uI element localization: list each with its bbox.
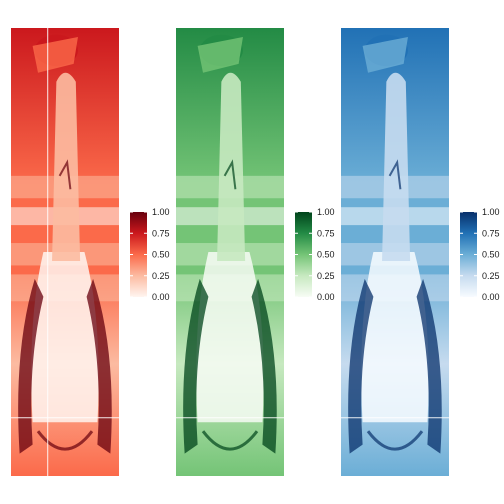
bird-beak <box>197 36 243 73</box>
colorbar-gradient-green <box>295 212 312 297</box>
colorbar-gradient-blue <box>460 212 477 297</box>
colorbar-blue: 1.00 0.75 0.50 0.25 0.00 <box>460 207 500 302</box>
bird-wing-right <box>251 278 277 454</box>
colorbar-tick-label: 0.75 <box>482 228 500 238</box>
colorbar-tick-label: 0.75 <box>317 228 335 238</box>
colorbar-tick-label: 0.25 <box>152 271 170 281</box>
bird-feet <box>201 430 259 451</box>
colorbar-tick-label: 0.25 <box>317 271 335 281</box>
bird-body <box>361 252 429 423</box>
colorbar-tick-label: 0.75 <box>152 228 170 238</box>
neck-marking <box>223 159 237 190</box>
bird-wing-right <box>416 278 442 454</box>
colorbar-tick-label: 1.00 <box>152 207 170 217</box>
bird-beak <box>362 36 408 73</box>
bird-feet <box>366 430 424 451</box>
colorbar-tick-label: 0.50 <box>152 250 170 260</box>
colorbar-tick-label: 0.50 <box>482 250 500 260</box>
bird-neck <box>382 72 411 261</box>
bird-body <box>31 252 99 423</box>
colorbar-tick-label: 0.00 <box>152 292 170 302</box>
neck-marking <box>388 159 402 190</box>
colorbar-tick-label: 0.00 <box>317 292 335 302</box>
colorbar-tick-label: 0.00 <box>482 292 500 302</box>
colorbar-green: 1.00 0.75 0.50 0.25 0.00 <box>295 207 335 302</box>
bird-body <box>196 252 264 423</box>
colorbars: 1.00 0.75 0.50 0.25 0.00 1.00 0.75 0.50 0.25 0.00… <box>130 207 500 302</box>
heatmap-panel-green <box>176 28 284 476</box>
colorbar-tick-label: 1.00 <box>482 207 500 217</box>
colorbar-red: 1.00 0.75 0.50 0.25 0.00 <box>130 207 170 302</box>
heatmap-panel-red <box>11 28 119 476</box>
bird-neck <box>52 72 81 261</box>
bird-wing-left <box>348 278 374 454</box>
heatmap-panel-blue <box>341 28 449 476</box>
colorbar-gradient-red <box>130 212 147 297</box>
colorbar-tick-label: 0.25 <box>482 271 500 281</box>
bird-wing-right <box>86 278 112 454</box>
bird-feet <box>36 430 94 451</box>
heatmap-panels <box>11 28 449 476</box>
bird-wing-left <box>18 278 44 454</box>
bird-wing-left <box>183 278 209 454</box>
bird-beak <box>32 36 78 73</box>
neck-marking <box>58 159 72 190</box>
bird-neck <box>217 72 246 261</box>
colorbar-tick-label: 1.00 <box>317 207 335 217</box>
colorbar-tick-label: 0.50 <box>317 250 335 260</box>
